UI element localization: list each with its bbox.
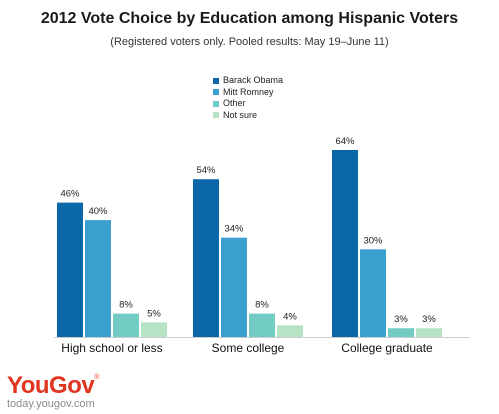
data-label: 4% <box>283 311 297 322</box>
legend-item-obama: Barack Obama <box>213 75 283 87</box>
data-label: 8% <box>119 300 133 311</box>
legend-label-obama: Barack Obama <box>223 75 284 85</box>
category-label: Some college <box>212 341 285 355</box>
bar <box>221 237 247 337</box>
bar <box>332 150 358 337</box>
source-url: today.yougov.com <box>7 398 95 410</box>
data-label: 34% <box>224 224 244 235</box>
data-label: 54% <box>196 165 216 176</box>
legend: Barack Obama Mitt Romney Other Not sure <box>213 75 283 121</box>
data-label: 40% <box>88 206 108 217</box>
bar <box>141 322 167 337</box>
legend-swatch-other <box>213 100 219 107</box>
bar <box>249 313 275 337</box>
chart-title: 2012 Vote Choice by Education among Hisp… <box>40 10 459 27</box>
bar <box>57 202 83 337</box>
legend-label-notsure: Not sure <box>223 109 258 120</box>
data-label: 5% <box>147 308 161 319</box>
bar <box>85 220 111 337</box>
bar <box>193 179 219 337</box>
data-label: 46% <box>60 189 80 200</box>
legend-swatch-notsure <box>213 112 219 119</box>
chart-subtitle: (Registered voters only. Pooled results:… <box>110 36 389 48</box>
logo-text: YouGov <box>7 372 95 399</box>
category-label: High school or less <box>61 341 162 355</box>
data-label: 3% <box>394 314 408 325</box>
bar <box>360 249 386 337</box>
legend-label-other: Other <box>223 98 246 108</box>
bar <box>113 313 139 337</box>
legend-item-romney: Mitt Romney <box>213 87 283 99</box>
data-label: 30% <box>363 235 383 246</box>
legend-label-romney: Mitt Romney <box>223 86 274 97</box>
legend-item-notsure: Not sure <box>213 110 283 122</box>
bar <box>388 328 414 337</box>
data-label: 8% <box>255 300 269 311</box>
legend-item-other: Other <box>213 98 283 110</box>
registered-mark: ® <box>94 374 99 381</box>
category-label: College graduate <box>341 341 433 355</box>
data-label: 64% <box>335 136 355 147</box>
legend-swatch-obama <box>213 77 219 84</box>
yougov-logo: YouGov® <box>7 372 99 400</box>
legend-swatch-romney <box>213 89 219 96</box>
data-label: 3% <box>422 314 436 325</box>
bar <box>416 328 442 337</box>
bar <box>277 325 303 337</box>
